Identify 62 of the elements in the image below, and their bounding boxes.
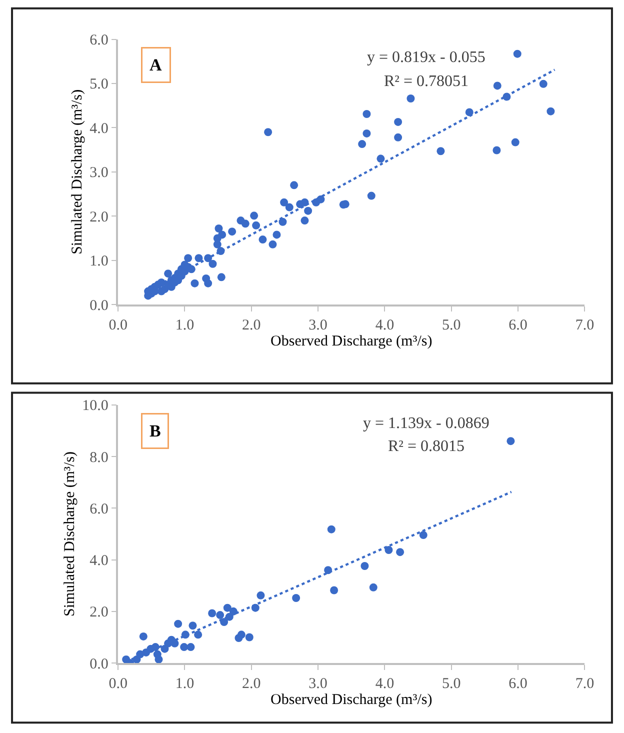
x-tick-label: 1.0 bbox=[175, 317, 194, 334]
point bbox=[139, 632, 148, 640]
point bbox=[419, 531, 428, 540]
y-tick-label: 6.0 bbox=[90, 32, 108, 49]
point bbox=[237, 630, 246, 639]
x-tick-label: 6.0 bbox=[508, 676, 528, 692]
x-tick-label: 1.0 bbox=[175, 676, 194, 692]
annotation: y = 1.139x - 0.0869 bbox=[363, 415, 490, 432]
y-tick-label: 3.0 bbox=[90, 165, 108, 182]
point bbox=[153, 650, 162, 658]
y-tick-label: 2.0 bbox=[90, 604, 108, 621]
y-tick-label: 10.0 bbox=[82, 398, 108, 414]
point bbox=[384, 546, 393, 554]
point bbox=[194, 630, 202, 639]
point bbox=[208, 609, 216, 618]
x-tick-label: 2.0 bbox=[242, 317, 261, 334]
x-tick-label: 5.0 bbox=[442, 676, 461, 692]
point bbox=[292, 594, 300, 602]
annotation: R² = 0.8015 bbox=[388, 438, 464, 455]
annotation: R² = 0.78051 bbox=[384, 73, 468, 90]
point bbox=[223, 604, 232, 612]
x-tick-label: 2.0 bbox=[242, 676, 261, 692]
point bbox=[327, 525, 336, 534]
point bbox=[220, 618, 228, 626]
y-axis-title: Simulated Discharge (m³/s) bbox=[62, 451, 78, 617]
point bbox=[188, 622, 197, 630]
y-tick-label: 2.0 bbox=[90, 209, 108, 226]
point bbox=[396, 548, 404, 556]
y-axis-title: Simulated Discharge (m³/s) bbox=[69, 89, 86, 254]
annotation: A bbox=[150, 56, 162, 74]
x-axis-title: Observed Discharge (m³/s) bbox=[270, 692, 432, 708]
point bbox=[360, 562, 369, 570]
x-tick-label: 0.0 bbox=[108, 317, 128, 334]
point bbox=[256, 591, 265, 600]
y-tick-label: 5.0 bbox=[90, 76, 108, 93]
x-tick-label: 4.0 bbox=[375, 317, 394, 334]
x-tick-label: 3.0 bbox=[308, 676, 328, 692]
y-tick-label: 0.0 bbox=[90, 298, 108, 314]
x-axis-title: Observed Discharge (m³/s) bbox=[270, 333, 432, 350]
x-tick-label: 0.0 bbox=[108, 676, 128, 692]
x-tick-label: 3.0 bbox=[308, 317, 328, 334]
x-tick-label: 7.0 bbox=[575, 317, 594, 334]
y-tick-label: 8.0 bbox=[90, 450, 108, 466]
x-tick-label: 4.0 bbox=[375, 676, 394, 692]
y-tick-label: 4.0 bbox=[90, 120, 108, 137]
y-tick-label: 1.0 bbox=[90, 254, 108, 270]
point bbox=[330, 586, 338, 594]
y-tick-label: 6.0 bbox=[90, 501, 108, 518]
y-tick-label: 0.0 bbox=[90, 656, 108, 672]
point bbox=[506, 437, 515, 446]
x-tick-label: 7.0 bbox=[575, 676, 594, 692]
point bbox=[245, 633, 254, 642]
point bbox=[174, 620, 182, 628]
x-tick-label: 6.0 bbox=[508, 317, 528, 334]
point bbox=[216, 611, 224, 620]
annotation: B bbox=[150, 422, 161, 440]
point bbox=[186, 643, 195, 652]
x-tick-label: 5.0 bbox=[442, 317, 461, 334]
point bbox=[369, 583, 378, 592]
annotation: y = 0.819x - 0.055 bbox=[367, 49, 486, 66]
point bbox=[180, 643, 188, 652]
y-tick-label: 4.0 bbox=[90, 553, 108, 570]
